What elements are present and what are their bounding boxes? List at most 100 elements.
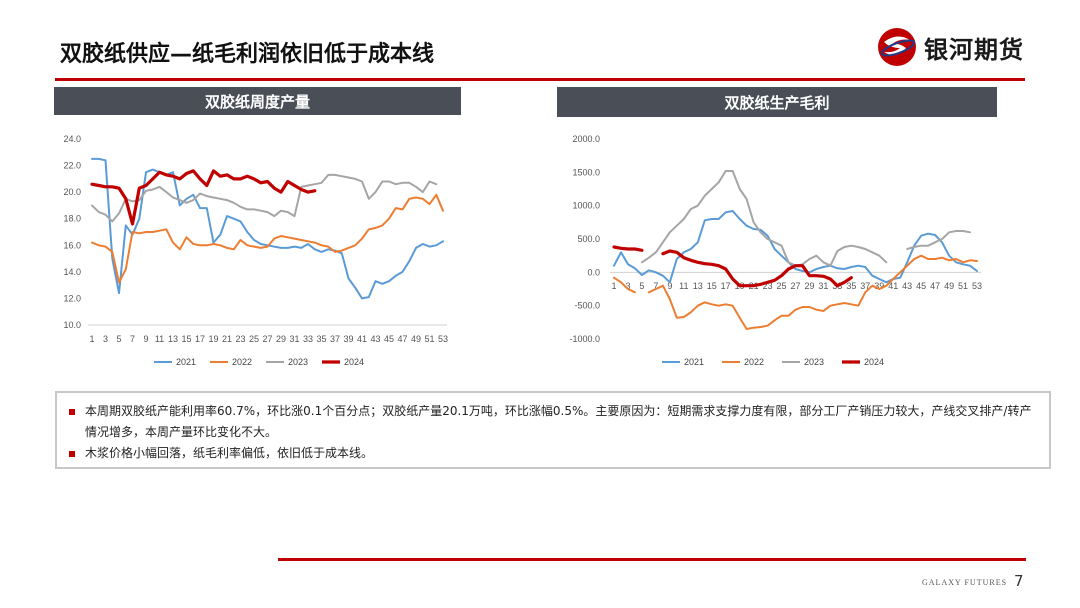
x-tick-label: 29: [276, 334, 286, 344]
x-tick-label: 13: [693, 281, 703, 291]
x-tick-label: 31: [818, 281, 828, 291]
y-tick-label: 18.0: [63, 214, 81, 224]
y-tick-label: 20.0: [63, 187, 81, 197]
x-tick-label: 41: [888, 281, 898, 291]
legend-label-2021: 2021: [684, 357, 704, 367]
legend-label-2022: 2022: [232, 357, 252, 367]
series-line-2023: [91, 173, 438, 223]
x-tick-label: 41: [357, 334, 367, 344]
x-tick-label: 51: [958, 281, 968, 291]
x-tick-label: 47: [397, 334, 407, 344]
x-tick-label: 15: [181, 334, 191, 344]
page-number: 7: [1014, 572, 1024, 590]
x-tick-label: 13: [168, 334, 178, 344]
note-text: 木浆价格小幅回落，纸毛利率偏低，依旧低于成本线。: [85, 446, 374, 460]
x-tick-label: 53: [972, 281, 982, 291]
legend-label-2024: 2024: [864, 357, 884, 367]
bullet-square-icon: [69, 409, 75, 415]
x-tick-label: 33: [303, 334, 313, 344]
chart-title-production: 双胶纸周度产量: [54, 87, 461, 115]
x-tick-label: 29: [804, 281, 814, 291]
y-tick-label: 16.0: [63, 240, 81, 250]
x-tick-label: 25: [777, 281, 787, 291]
x-tick-label: 3: [103, 334, 108, 344]
notes-box: 本周期双胶纸产能利用率60.7%，环比涨0.1个百分点；双胶纸产量20.1万吨，…: [55, 391, 1051, 469]
x-tick-label: 21: [222, 334, 232, 344]
y-tick-label: 14.0: [63, 267, 81, 277]
x-tick-label: 23: [235, 334, 245, 344]
legend-label-2023: 2023: [804, 357, 824, 367]
series-line-2021: [613, 210, 978, 284]
title-divider: [55, 78, 1025, 81]
x-tick-label: 3: [625, 281, 630, 291]
x-tick-label: 45: [916, 281, 926, 291]
y-tick-label: 1500.0: [572, 167, 600, 177]
x-tick-label: 19: [208, 334, 218, 344]
galaxy-logo-icon: [878, 28, 916, 66]
x-tick-label: 39: [874, 281, 884, 291]
x-tick-label: 1: [89, 334, 94, 344]
x-tick-label: 23: [763, 281, 773, 291]
x-tick-label: 1: [611, 281, 616, 291]
x-tick-label: 11: [155, 334, 164, 344]
x-tick-label: 7: [130, 334, 135, 344]
x-tick-label: 5: [639, 281, 644, 291]
y-tick-label: 500.0: [577, 234, 600, 244]
y-tick-label: -500.0: [574, 301, 600, 311]
x-tick-label: 9: [667, 281, 672, 291]
x-tick-label: 27: [262, 334, 272, 344]
footer-brand: GALAXY FUTURES: [922, 578, 1008, 587]
note-item: 木浆价格小幅回落，纸毛利率偏低，依旧低于成本线。: [69, 443, 1037, 464]
y-tick-label: 10.0: [63, 320, 81, 330]
x-tick-label: 17: [721, 281, 731, 291]
note-item: 本周期双胶纸产能利用率60.7%，环比涨0.1个百分点；双胶纸产量20.1万吨，…: [69, 401, 1037, 443]
y-tick-label: 12.0: [63, 293, 81, 303]
series-line-2021: [91, 157, 444, 300]
x-tick-label: 51: [424, 334, 434, 344]
x-tick-label: 49: [411, 334, 421, 344]
x-tick-label: 35: [846, 281, 856, 291]
x-tick-label: 53: [438, 334, 448, 344]
x-tick-label: 35: [316, 334, 326, 344]
logo: 银河期货: [876, 26, 1024, 68]
legend-label-2021: 2021: [176, 357, 196, 367]
x-tick-label: 7: [653, 281, 658, 291]
series-line-2024: [90, 169, 317, 226]
y-tick-label: -1000.0: [569, 334, 600, 344]
x-tick-label: 17: [195, 334, 205, 344]
y-tick-label: 0.0: [587, 267, 600, 277]
x-tick-label: 15: [707, 281, 717, 291]
x-tick-label: 39: [343, 334, 353, 344]
x-tick-label: 37: [860, 281, 870, 291]
legend-label-2022: 2022: [744, 357, 764, 367]
y-tick-label: 22.0: [63, 161, 81, 171]
x-tick-label: 31: [289, 334, 299, 344]
gross-margin-chart: 2000.0 1500.0 1000.0 500.0 0.0 -500.0 -1000.0 1…: [569, 134, 982, 367]
chart-title-margin: 双胶纸生产毛利: [557, 87, 997, 117]
y-tick-label: 24.0: [63, 134, 81, 144]
x-tick-label: 27: [790, 281, 800, 291]
note-text: 本周期双胶纸产能利用率60.7%，环比涨0.1个百分点；双胶纸产量20.1万吨，…: [85, 404, 1032, 439]
x-tick-label: 49: [944, 281, 954, 291]
page-title: 双胶纸供应—纸毛利润依旧低于成本线: [60, 42, 435, 67]
series-line-2023: [640, 170, 971, 267]
x-tick-label: 47: [930, 281, 940, 291]
weekly-production-chart: 24.022.020.018.016.014.012.010.01 3 5 7 9 11 1…: [63, 134, 448, 367]
x-tick-label: 43: [370, 334, 380, 344]
y-tick-label: 2000.0: [572, 134, 600, 144]
x-tick-label: 11: [679, 281, 688, 291]
x-tick-label: 5: [116, 334, 121, 344]
x-tick-label: 25: [249, 334, 259, 344]
x-tick-label: 37: [330, 334, 340, 344]
x-tick-label: 9: [143, 334, 148, 344]
x-tick-label: 43: [902, 281, 912, 291]
series-line-2022: [91, 193, 444, 284]
series-line-2024: [612, 245, 853, 288]
x-tick-label: 45: [384, 334, 394, 344]
y-tick-label: 1000.0: [572, 201, 600, 211]
series-line-2022: [613, 254, 978, 330]
logo-text: 银河期货: [924, 35, 1024, 64]
bullet-square-icon: [69, 451, 75, 457]
footer-divider: [278, 558, 1026, 561]
legend-label-2023: 2023: [288, 357, 308, 367]
